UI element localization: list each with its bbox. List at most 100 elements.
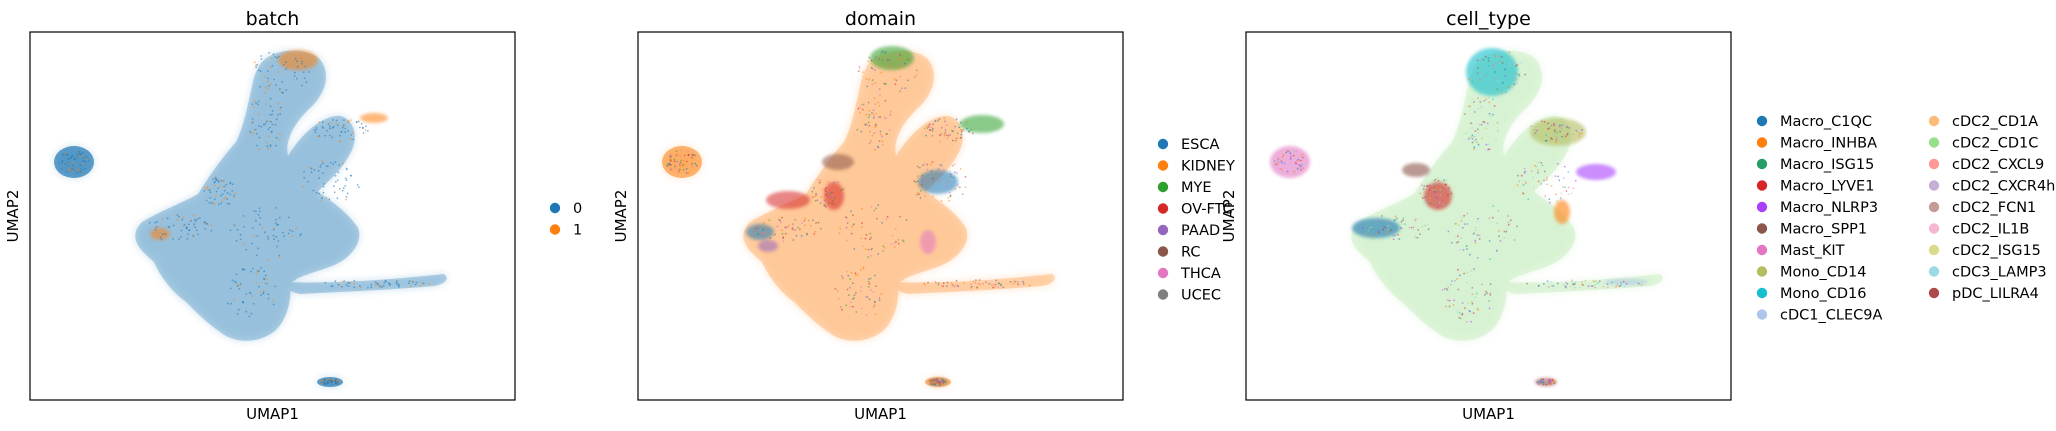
scatter-point — [1424, 196, 1426, 199]
scatter-point — [342, 280, 344, 283]
scatter-point — [336, 381, 339, 383]
scatter-point — [206, 223, 209, 225]
scatter-point — [261, 227, 264, 229]
scatter-point — [1464, 307, 1466, 309]
scatter-point — [204, 221, 207, 223]
scatter-point — [881, 250, 884, 252]
scatter-point — [870, 59, 873, 62]
scatter-point — [1615, 285, 1617, 288]
scatter-point — [327, 381, 329, 383]
scatter-point — [231, 279, 234, 282]
scatter-point — [313, 169, 316, 171]
scatter-point — [931, 383, 933, 386]
scatter-point — [1471, 98, 1474, 100]
scatter-point — [1595, 283, 1597, 285]
scatter-point — [239, 238, 242, 241]
scatter-point — [186, 237, 189, 240]
scatter-point — [267, 119, 270, 122]
scatter-point — [871, 83, 874, 86]
scatter-point — [1431, 188, 1434, 191]
scatter-point — [1446, 299, 1449, 301]
scatter-point — [342, 187, 345, 190]
scatter-point — [322, 162, 324, 165]
scatter-point — [862, 268, 865, 270]
legend-marker — [1157, 246, 1169, 257]
scatter-point — [1288, 151, 1291, 153]
scatter-point — [797, 226, 799, 229]
scatter-point — [267, 80, 269, 83]
scatter-point — [265, 120, 268, 123]
scatter-point — [829, 182, 832, 185]
scatter-point — [890, 65, 892, 68]
scatter-point — [840, 189, 843, 192]
legend-marker — [1157, 160, 1169, 171]
scatter-point — [333, 185, 335, 188]
scatter-point — [1564, 285, 1567, 288]
scatter-point — [1563, 284, 1565, 287]
scatter-point — [1606, 283, 1609, 285]
scatter-point — [815, 192, 817, 195]
scatter-point — [1556, 132, 1558, 135]
scatter-point — [1281, 155, 1284, 158]
scatter-point — [1481, 283, 1483, 286]
scatter-point — [1479, 78, 1481, 81]
scatter-point — [278, 254, 281, 257]
scatter-point — [259, 216, 262, 219]
scatter-point — [154, 228, 157, 231]
scatter-point — [242, 300, 244, 303]
scatter-point — [942, 381, 945, 384]
scatter-point — [926, 168, 929, 171]
legend-marker — [1157, 138, 1169, 150]
scatter-point — [868, 124, 871, 127]
scatter-point — [1518, 180, 1520, 183]
scatter-point — [811, 190, 814, 193]
scatter-point — [1427, 228, 1430, 231]
scatter-point — [65, 153, 68, 156]
scatter-point — [1534, 164, 1537, 167]
legend-item: 0 — [549, 201, 582, 217]
scatter-point — [878, 116, 880, 119]
scatter-point — [1461, 302, 1464, 304]
scatter-point — [236, 313, 239, 315]
scatter-point — [924, 195, 926, 197]
scatter-point — [1501, 62, 1504, 64]
scatter-point — [1301, 153, 1304, 156]
scatter-point — [899, 90, 901, 93]
scatter-point — [1466, 281, 1468, 284]
scatter-point — [871, 79, 874, 81]
scatter-point — [762, 231, 765, 234]
scatter-point — [956, 184, 959, 187]
scatter-point — [804, 217, 806, 220]
scatter-point — [814, 195, 817, 198]
scatter-point — [1465, 132, 1467, 135]
scatter-point — [823, 204, 826, 207]
scatter-point — [949, 195, 952, 198]
scatter-point — [1434, 189, 1436, 192]
scatter-point — [1488, 300, 1490, 302]
scatter-point — [1434, 190, 1437, 193]
scatter-point — [428, 283, 431, 286]
scatter-point — [683, 163, 686, 166]
scatter-point — [255, 132, 258, 135]
scatter-point — [1402, 217, 1405, 219]
scatter-point — [894, 228, 897, 230]
scatter-point — [932, 195, 934, 198]
scatter-point — [1274, 162, 1276, 165]
scatter-point — [310, 167, 313, 170]
scatter-point — [871, 112, 873, 114]
scatter-point — [673, 158, 676, 161]
scatter-point — [323, 183, 325, 185]
scatter-point — [301, 60, 303, 63]
scatter-point — [1465, 320, 1468, 323]
scatter-point — [1509, 219, 1512, 222]
scatter-point — [1293, 172, 1296, 175]
scatter-point — [1509, 62, 1512, 65]
scatter-point — [955, 118, 958, 121]
scatter-point — [1456, 278, 1458, 280]
scatter-point — [279, 112, 282, 115]
scatter-point — [867, 256, 869, 259]
scatter-point — [317, 169, 320, 172]
scatter-point — [1445, 179, 1448, 182]
scatter-point — [321, 160, 323, 162]
scatter-point — [1567, 193, 1570, 196]
